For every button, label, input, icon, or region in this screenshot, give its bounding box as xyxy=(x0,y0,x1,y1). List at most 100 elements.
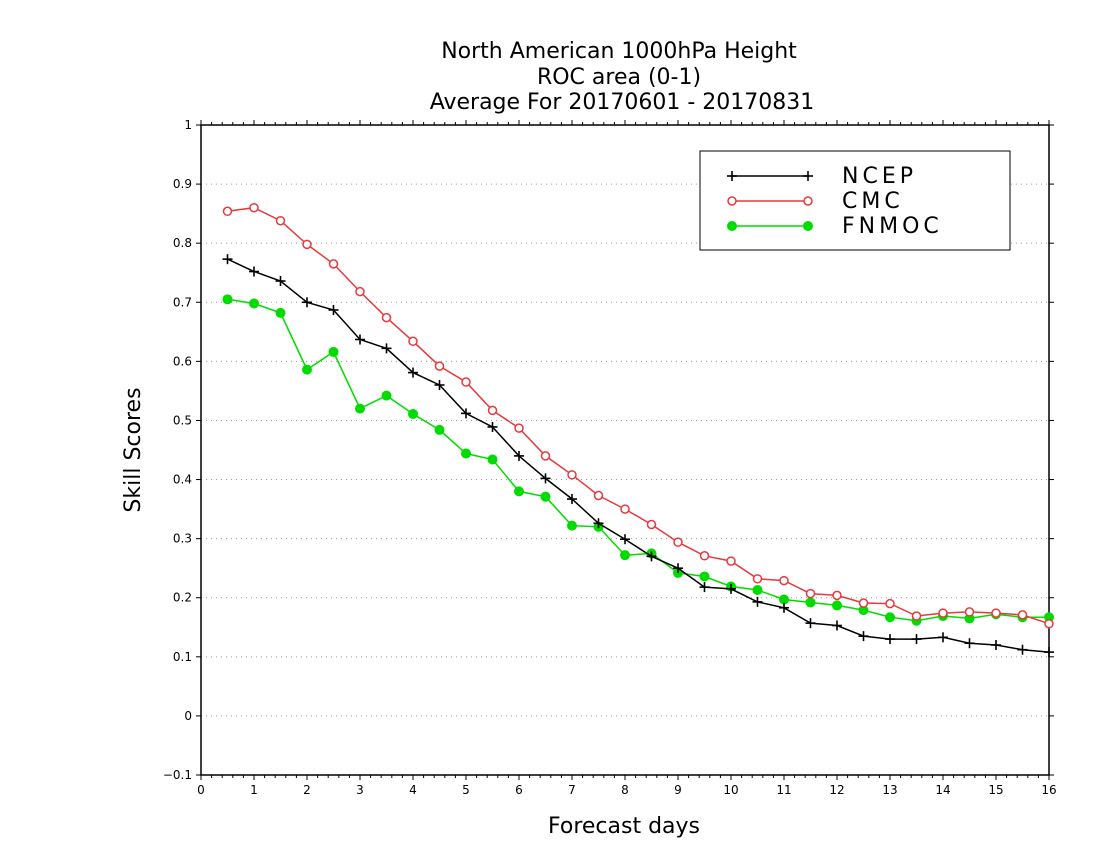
x-tick-label: 14 xyxy=(935,783,950,797)
data-point-ncep xyxy=(779,602,789,613)
data-point-cmc xyxy=(964,607,975,617)
data-point-cmc xyxy=(593,490,604,501)
x-tick-label: 5 xyxy=(462,783,470,797)
data-point-ncep xyxy=(328,304,339,315)
x-tick-label: 12 xyxy=(829,783,844,797)
y-tick-label: 0.8 xyxy=(173,236,192,250)
data-point-cmc xyxy=(514,423,524,433)
data-point-ncep xyxy=(355,334,365,345)
x-tick-label: 16 xyxy=(1041,783,1056,797)
data-point-fnmoc xyxy=(381,390,392,401)
data-point-fnmoc xyxy=(328,346,339,357)
data-point-cmc xyxy=(328,259,339,269)
y-tick-label: 0.2 xyxy=(173,591,192,605)
legend: NCEP CMC FNMOC xyxy=(699,150,1011,251)
data-point-ncep xyxy=(805,618,816,629)
data-point-cmc xyxy=(752,574,763,584)
data-point-fnmoc xyxy=(434,424,445,435)
data-point-ncep xyxy=(249,266,259,277)
legend-label-fnmoc: FNMOC xyxy=(842,214,943,239)
data-point-ncep xyxy=(275,276,286,286)
data-point-fnmoc xyxy=(355,403,365,414)
y-tick-label: 0 xyxy=(184,709,192,723)
y-tick-label: 1 xyxy=(184,118,192,132)
data-point-fnmoc xyxy=(620,550,630,561)
series-line-cmc xyxy=(227,206,1050,625)
data-point-cmc xyxy=(726,556,736,566)
data-point-ncep xyxy=(408,367,418,378)
x-tick-label: 7 xyxy=(568,783,576,797)
data-point-ncep xyxy=(885,634,895,645)
x-tick-label: 9 xyxy=(674,783,682,797)
data-point-fnmoc xyxy=(885,612,895,623)
data-point-fnmoc xyxy=(222,294,233,305)
data-point-fnmoc xyxy=(461,448,471,459)
data-point-cmc xyxy=(381,312,392,323)
data-point-cmc xyxy=(805,588,816,599)
data-point-ncep xyxy=(646,551,657,562)
y-tick-label: −0.1 xyxy=(163,768,192,782)
legend-marker-ncep xyxy=(727,171,737,181)
data-point-cmc xyxy=(408,336,418,347)
data-point-ncep xyxy=(567,494,577,505)
x-tick-label: 6 xyxy=(515,783,523,797)
x-tick-label: 3 xyxy=(356,783,364,797)
data-point-ncep xyxy=(514,450,524,461)
data-point-ncep xyxy=(726,583,736,594)
legend-label-cmc: CMC xyxy=(842,189,904,214)
legend-label-ncep: NCEP xyxy=(842,164,917,189)
data-point-ncep xyxy=(938,632,948,643)
data-point-fnmoc xyxy=(275,307,286,318)
y-tick-label: 0.6 xyxy=(173,354,192,368)
data-point-ncep xyxy=(964,638,975,649)
chart-title-line-3: Average For 20170601 - 20170831 xyxy=(430,90,815,115)
legend-sample-cmc xyxy=(727,196,813,206)
y-tick-label: 0.1 xyxy=(173,650,192,664)
data-point-cmc xyxy=(858,598,869,608)
y-tick-label: 0.5 xyxy=(173,413,192,427)
y-tick-label: 0.9 xyxy=(173,177,192,191)
legend-sample-ncep xyxy=(727,171,813,181)
data-point-fnmoc xyxy=(832,600,842,611)
data-point-ncep xyxy=(832,620,842,631)
legend-marker-fnmoc xyxy=(803,221,813,231)
data-point-fnmoc xyxy=(540,491,551,502)
chart-title: North American 1000hPa Height ROC area (… xyxy=(430,39,815,115)
data-point-cmc xyxy=(885,598,895,609)
data-point-cmc xyxy=(991,608,1001,618)
data-point-ncep xyxy=(752,596,763,607)
data-point-cmc xyxy=(355,286,365,297)
y-axis-label: Skill Scores xyxy=(121,387,146,512)
data-point-ncep xyxy=(620,534,630,545)
legend-marker-cmc xyxy=(727,196,737,206)
data-point-ncep xyxy=(487,421,498,432)
data-point-cmc xyxy=(302,239,312,250)
data-point-fnmoc xyxy=(302,364,312,375)
x-tick-label: 4 xyxy=(409,783,417,797)
data-point-cmc xyxy=(487,405,498,416)
data-point-fnmoc xyxy=(752,585,763,596)
legend-marker-fnmoc xyxy=(727,221,737,231)
chart-title-line-2: ROC area (0-1) xyxy=(537,65,701,90)
data-point-ncep xyxy=(858,631,869,642)
x-tick-label: 10 xyxy=(723,783,738,797)
data-point-cmc xyxy=(540,451,551,461)
data-point-cmc xyxy=(1017,610,1028,620)
data-point-ncep xyxy=(911,634,922,645)
data-point-ncep xyxy=(699,582,710,593)
legend-marker-ncep xyxy=(803,171,813,181)
y-tick-label: 0.3 xyxy=(173,532,192,546)
data-point-ncep xyxy=(673,563,683,574)
x-tick-label: 11 xyxy=(776,783,791,797)
y-axis: −0.1 0 0.1 0.2 0.3 0.4 0.5 0.6 0.7 0.8 0.9 1 xyxy=(163,118,1054,782)
data-point-cmc xyxy=(249,202,259,213)
x-tick-label: 0 xyxy=(197,783,205,797)
data-point-cmc xyxy=(938,608,948,618)
x-tick-label: 8 xyxy=(621,783,629,797)
data-point-ncep xyxy=(302,297,312,308)
series-layer xyxy=(222,202,1054,658)
data-point-cmc xyxy=(275,215,286,226)
data-point-cmc xyxy=(1044,618,1054,629)
x-axis: 0 1 2 3 4 5 6 7 8 9 10 11 12 13 14 15 16 xyxy=(197,120,1057,797)
data-point-ncep xyxy=(1044,647,1054,658)
